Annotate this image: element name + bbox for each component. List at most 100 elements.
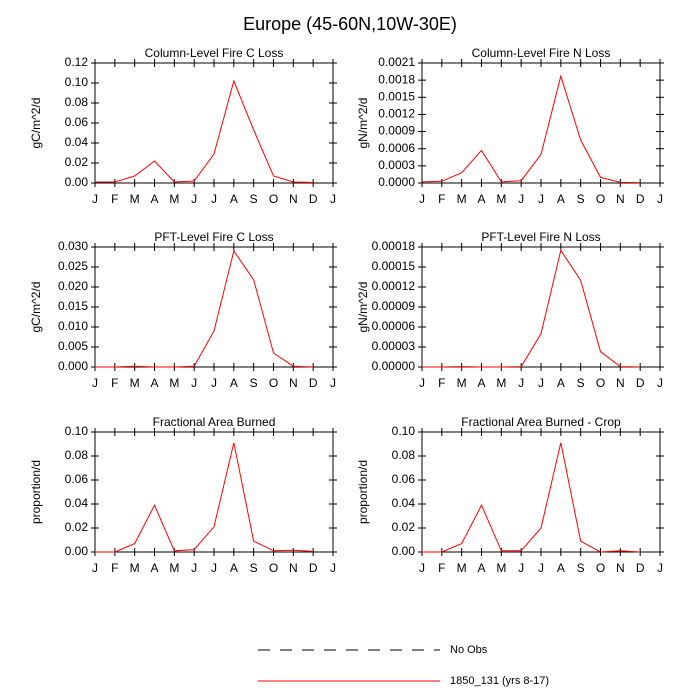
y-tick-label: 0.06 <box>65 115 89 129</box>
x-tick-label: O <box>596 192 605 206</box>
y-tick-label: 0.04 <box>392 496 416 510</box>
panel-title: Column-Level Fire N Loss <box>472 46 611 60</box>
x-tick-label: J <box>518 376 524 390</box>
y-tick-label: 0.08 <box>65 448 89 462</box>
x-tick-label: M <box>169 192 179 206</box>
x-tick-label: J <box>211 561 217 575</box>
y-axis-label: gN/m^2/d <box>356 282 370 333</box>
panel-title: Fractional Area Burned - Crop <box>461 415 621 429</box>
x-tick-label: O <box>269 376 278 390</box>
plot-frame <box>421 431 661 553</box>
x-tick-label: S <box>577 192 585 206</box>
x-tick-label: J <box>92 561 98 575</box>
y-tick-label: 0.00 <box>65 175 89 189</box>
x-tick-label: M <box>496 561 506 575</box>
x-tick-label: O <box>269 561 278 575</box>
y-axis-label: gC/m^2/d <box>29 282 43 333</box>
x-tick-label: M <box>130 376 140 390</box>
y-tick-label: 0.06 <box>392 472 416 486</box>
x-tick-label: A <box>477 192 485 206</box>
panel-title: Fractional Area Burned <box>153 415 276 429</box>
y-tick-label: 0.08 <box>392 448 416 462</box>
y-tick-label: 0.04 <box>65 135 89 149</box>
x-tick-label: N <box>616 376 625 390</box>
data-line <box>95 249 314 368</box>
x-tick-label: M <box>457 192 467 206</box>
x-tick-label: N <box>616 561 625 575</box>
x-tick-label: N <box>289 192 298 206</box>
x-tick-label: J <box>419 192 425 206</box>
x-tick-label: S <box>250 561 258 575</box>
x-tick-label: N <box>289 376 298 390</box>
x-tick-label: S <box>577 561 585 575</box>
x-tick-label: A <box>150 561 158 575</box>
x-tick-label: J <box>330 192 336 206</box>
data-line <box>422 442 641 553</box>
y-tick-label: 0.010 <box>58 319 88 333</box>
y-tick-label: 0.10 <box>392 424 416 438</box>
x-tick-label: F <box>111 561 118 575</box>
y-tick-label: 0.0015 <box>378 89 415 103</box>
y-tick-label: 0.10 <box>65 424 89 438</box>
panel: Fractional Area Burned proportion/d 0.00 0.… <box>29 415 337 575</box>
data-line <box>95 79 314 183</box>
y-axis-label: proportion/d <box>356 460 370 524</box>
y-tick-label: 0.000 <box>58 359 88 373</box>
x-tick-label: D <box>309 192 318 206</box>
plot-frame <box>421 246 661 368</box>
x-tick-label: J <box>419 376 425 390</box>
y-tick-label: 0.02 <box>65 520 89 534</box>
y-tick-label: 0.06 <box>65 472 89 486</box>
figure-title: Europe (45-60N,10W-30E) <box>243 14 457 34</box>
x-tick-label: O <box>269 192 278 206</box>
x-tick-label: J <box>191 192 197 206</box>
x-tick-label: D <box>636 192 645 206</box>
x-tick-label: F <box>438 561 445 575</box>
x-tick-label: S <box>250 376 258 390</box>
y-tick-label: 0.08 <box>65 95 89 109</box>
x-tick-label: J <box>538 376 544 390</box>
y-tick-label: 0.015 <box>58 299 88 313</box>
y-tick-label: 0.005 <box>58 339 88 353</box>
y-tick-label: 0.00000 <box>372 359 416 373</box>
y-axis-label: gN/m^2/d <box>356 98 370 149</box>
x-tick-label: M <box>169 561 179 575</box>
x-tick-label: J <box>419 561 425 575</box>
x-tick-label: J <box>657 376 663 390</box>
x-tick-label: D <box>309 376 318 390</box>
panel: Column-Level Fire C Loss gC/m^2/d 0.00 0.02… <box>29 46 337 206</box>
y-tick-label: 0.0009 <box>378 124 415 138</box>
x-tick-label: A <box>230 561 238 575</box>
y-tick-label: 0.0006 <box>378 141 415 155</box>
x-tick-label: J <box>191 561 197 575</box>
panel: Column-Level Fire N Loss gN/m^2/d 0.0000 0.… <box>356 46 664 206</box>
y-tick-label: 0.00012 <box>372 279 416 293</box>
x-tick-label: A <box>557 192 565 206</box>
x-tick-label: A <box>150 192 158 206</box>
data-line <box>421 74 641 184</box>
x-tick-label: J <box>657 192 663 206</box>
y-tick-label: 0.00 <box>392 544 416 558</box>
panel: Fractional Area Burned - Crop proportion/… <box>356 415 664 575</box>
panel-title: PFT-Level Fire N Loss <box>481 230 600 244</box>
x-tick-label: J <box>518 192 524 206</box>
x-tick-label: F <box>111 192 118 206</box>
x-tick-label: J <box>211 376 217 390</box>
panel-title: PFT-Level Fire C Loss <box>154 230 273 244</box>
plot-frame <box>94 246 334 368</box>
y-tick-label: 0.12 <box>65 55 89 69</box>
y-tick-label: 0.00006 <box>372 319 416 333</box>
y-tick-label: 0.10 <box>65 75 89 89</box>
y-tick-label: 0.0018 <box>378 72 415 86</box>
x-tick-label: A <box>557 376 565 390</box>
y-tick-label: 0.02 <box>65 155 89 169</box>
x-tick-label: O <box>596 376 605 390</box>
y-axis-label: proportion/d <box>29 460 43 524</box>
x-tick-label: N <box>289 561 298 575</box>
data-line <box>422 249 641 368</box>
y-tick-label: 0.00009 <box>372 299 416 313</box>
y-tick-label: 0.0012 <box>378 107 415 121</box>
x-tick-label: J <box>92 192 98 206</box>
x-tick-label: J <box>211 192 217 206</box>
